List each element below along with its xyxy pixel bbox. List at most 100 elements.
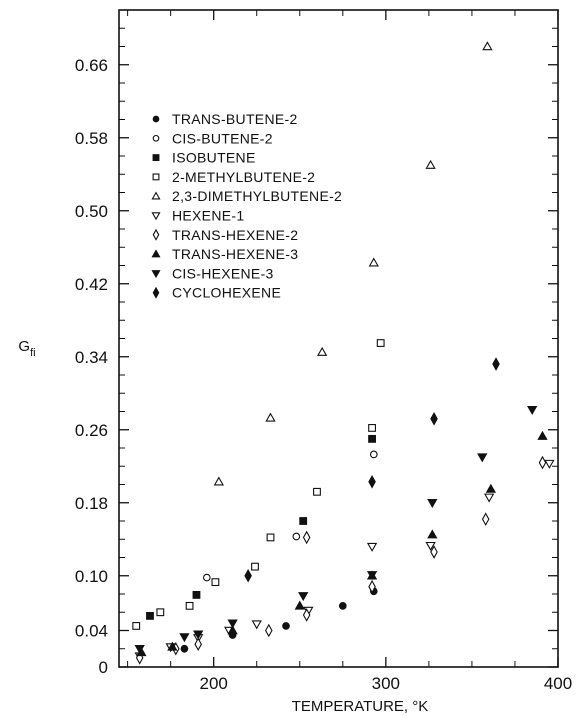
legend-label: ISOBUTENE bbox=[172, 150, 256, 166]
point-2-3-dimethylbutene-2 bbox=[213, 476, 224, 486]
y-tick-label: 0.42 bbox=[75, 275, 108, 294]
y-tick-label: 0.26 bbox=[75, 421, 108, 440]
point-trans-butene-2 bbox=[180, 644, 189, 653]
legend-marker bbox=[151, 249, 161, 258]
x-axis-title: TEMPERATURE, °K bbox=[292, 698, 429, 715]
legend-marker bbox=[151, 212, 161, 221]
legend-marker bbox=[151, 270, 161, 279]
point-2-methylbutene-2 bbox=[156, 608, 165, 617]
point-cis-hexene-3 bbox=[227, 619, 238, 629]
point-trans-hexene-3 bbox=[537, 430, 548, 440]
point-hexene-1 bbox=[251, 620, 262, 630]
point-cis-hexene-3 bbox=[134, 645, 145, 655]
point-trans-hexene-3 bbox=[227, 625, 238, 635]
y-axis-title-main: G bbox=[18, 338, 30, 355]
legend-marker bbox=[152, 154, 160, 162]
point-cis-hexene-3 bbox=[179, 633, 190, 643]
point-cyclohexene bbox=[492, 357, 500, 371]
point-cis-butene-2 bbox=[369, 450, 378, 459]
legend-label: 2,3-DIMETHYLBUTENE-2 bbox=[172, 188, 342, 204]
point-cis-butene-2 bbox=[292, 532, 301, 541]
point-2-3-dimethylbutene-2 bbox=[265, 412, 276, 422]
point-2-methylbutene-2 bbox=[185, 601, 194, 610]
y-tick-label: 0.58 bbox=[75, 129, 108, 148]
point-trans-hexene-2 bbox=[194, 637, 202, 651]
legend-label: TRANS-HEXENE-2 bbox=[172, 227, 298, 243]
point-2-3-dimethylbutene-2 bbox=[316, 346, 328, 356]
point-trans-hexene-3 bbox=[294, 600, 305, 610]
point-2-methylbutene-2 bbox=[132, 622, 141, 630]
legend-marker bbox=[152, 115, 160, 123]
legend-label: CIS-BUTENE-2 bbox=[172, 130, 273, 146]
point-2-3-dimethylbutene-2 bbox=[425, 159, 436, 169]
point-trans-hexene-3 bbox=[167, 641, 178, 651]
legend-marker bbox=[152, 228, 160, 241]
legend-label: 2-METHYLBUTENE-2 bbox=[172, 169, 315, 185]
point-trans-hexene-2 bbox=[538, 455, 547, 470]
point-trans-butene-2 bbox=[282, 622, 290, 630]
point-cis-hexene-3 bbox=[527, 405, 538, 415]
point-trans-hexene-3 bbox=[485, 483, 497, 493]
legend-marker bbox=[152, 134, 160, 142]
point-2-3-dimethylbutene-2 bbox=[482, 41, 493, 51]
point-hexene-1 bbox=[366, 542, 378, 552]
legend-label: TRANS-BUTENE-2 bbox=[172, 111, 298, 127]
plot-frame bbox=[118, 9, 559, 668]
legend-marker bbox=[152, 286, 160, 299]
point-trans-hexene-2 bbox=[481, 512, 490, 526]
y-tick-label: 0.18 bbox=[75, 494, 108, 513]
x-tick-label: 400 bbox=[544, 674, 572, 693]
y-axis-title: Gfi bbox=[18, 338, 35, 359]
legend-label: HEXENE-1 bbox=[172, 208, 244, 224]
y-tick-label: 0.34 bbox=[75, 348, 108, 367]
legend-label: CYCLOHEXENE bbox=[172, 285, 281, 301]
point-trans-hexene-2 bbox=[264, 623, 273, 638]
y-tick-label: 0.66 bbox=[75, 56, 108, 75]
point-isobutene bbox=[146, 611, 154, 620]
legend-label: TRANS-HEXENE-3 bbox=[172, 246, 298, 262]
tick-labels: 200 300 400 0 0.04 0.10 0.18 0.26 0.34 0.42 0.50 0.… bbox=[75, 56, 572, 693]
point-trans-hexene-2 bbox=[302, 530, 311, 545]
point-isobutene bbox=[368, 434, 376, 443]
point-2-methylbutene-2 bbox=[313, 487, 321, 496]
legend: TRANS-BUTENE-2 CIS-BUTENE-2 ISOBUTENE 2-MET… bbox=[151, 111, 342, 301]
point-2-methylbutene-2 bbox=[376, 339, 385, 347]
y-axis-title-subscript: fi bbox=[30, 347, 36, 359]
point-cyclohexene bbox=[368, 474, 376, 489]
point-cis-hexene-3 bbox=[477, 453, 488, 463]
point-cis-hexene-3 bbox=[298, 592, 309, 602]
legend-label: CIS-HEXENE-3 bbox=[172, 265, 274, 281]
legend-marker bbox=[151, 191, 161, 200]
point-hexene-1 bbox=[425, 541, 436, 551]
point-trans-butene-2 bbox=[338, 602, 347, 610]
point-2-3-dimethylbutene-2 bbox=[368, 257, 379, 267]
point-isobutene bbox=[299, 517, 308, 525]
point-trans-hexene-3 bbox=[427, 529, 438, 539]
point-trans-hexene-2 bbox=[368, 579, 376, 594]
y-tick-label: 0.04 bbox=[75, 622, 108, 641]
y-tick-label: 0.50 bbox=[75, 202, 108, 221]
y-tick-label: 0.10 bbox=[75, 567, 108, 586]
axes bbox=[118, 9, 559, 668]
point-2-methylbutene-2 bbox=[251, 562, 259, 571]
point-cis-hexene-3 bbox=[427, 499, 438, 509]
point-hexene-1 bbox=[483, 493, 495, 503]
point-cyclohexene bbox=[244, 568, 252, 583]
point-2-methylbutene-2 bbox=[266, 533, 275, 542]
x-tick-label: 200 bbox=[199, 674, 227, 693]
x-tick-label: 300 bbox=[372, 674, 400, 693]
point-cis-hexene-3 bbox=[366, 571, 378, 581]
point-2-methylbutene-2 bbox=[211, 578, 220, 587]
legend-marker bbox=[152, 173, 160, 181]
data-points bbox=[132, 41, 555, 665]
point-cyclohexene bbox=[430, 411, 438, 426]
tick-marks bbox=[119, 10, 559, 668]
point-trans-hexene-2 bbox=[430, 545, 438, 559]
point-cis-butene-2 bbox=[202, 573, 211, 582]
point-2-methylbutene-2 bbox=[368, 424, 376, 432]
point-hexene-1 bbox=[544, 459, 555, 469]
point-trans-hexene-2 bbox=[302, 608, 311, 622]
point-cis-hexene-3 bbox=[193, 630, 204, 640]
point-isobutene bbox=[192, 591, 201, 599]
